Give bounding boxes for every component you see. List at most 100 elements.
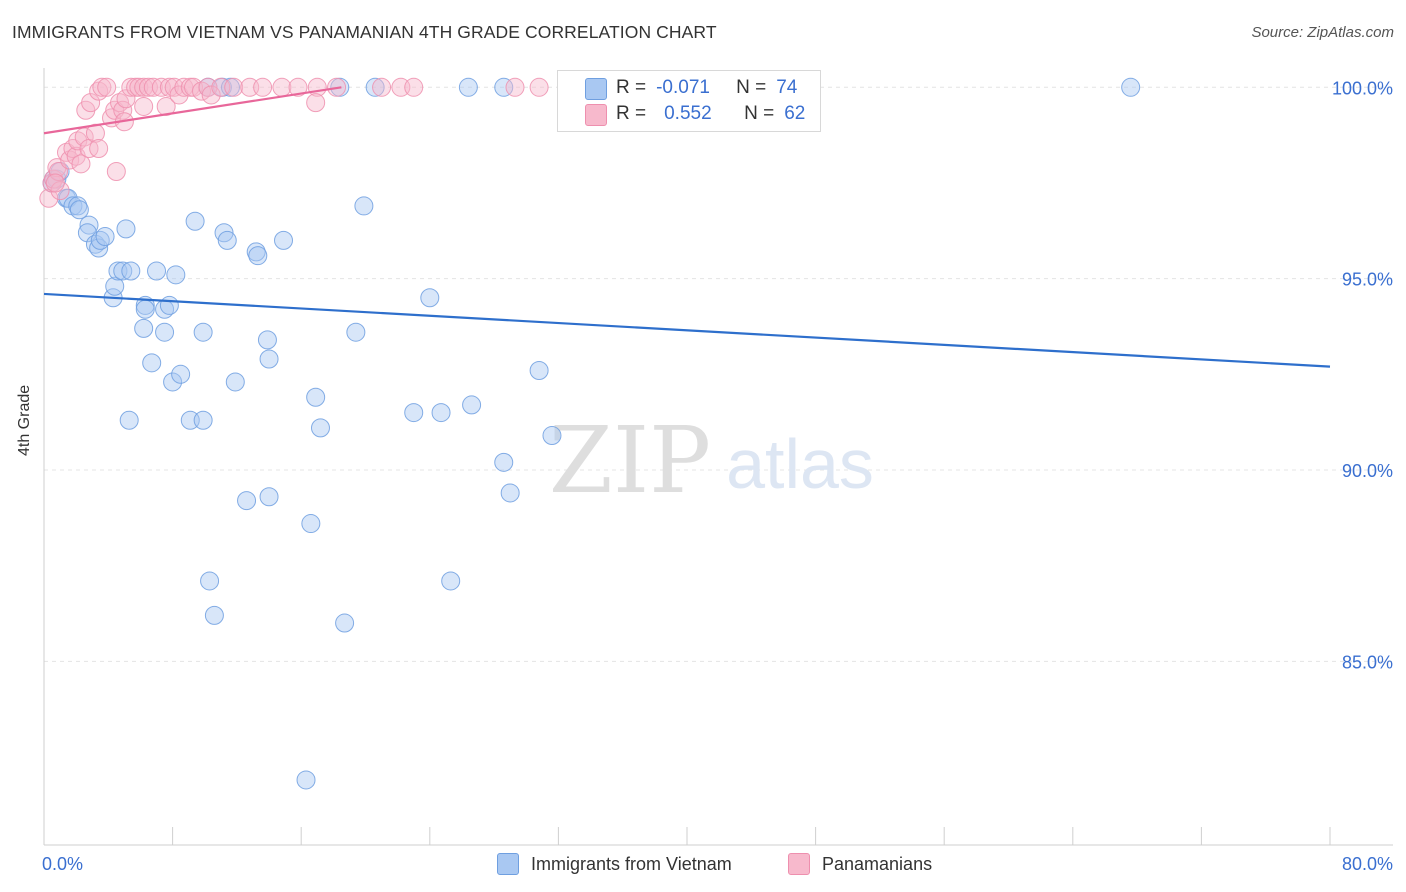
legend-r-label: R =	[616, 103, 647, 124]
y-axis-title: 4th Grade	[16, 384, 33, 456]
legend-row-pink: R = 0.552 N = 62	[616, 101, 805, 127]
blue-data-point	[225, 372, 245, 392]
blue-data-point	[171, 364, 191, 384]
pink-data-point	[272, 77, 292, 97]
chart-title: IMMIGRANTS FROM VIETNAM VS PANAMANIAN 4T…	[12, 22, 717, 42]
watermark-zip: ZIP	[549, 407, 711, 514]
pink-data-point	[97, 77, 117, 97]
pink-data-point	[45, 173, 65, 193]
blue-data-point	[113, 261, 133, 281]
pink-data-point	[372, 77, 392, 97]
pink-data-point	[71, 154, 91, 174]
blue-data-point	[1121, 77, 1141, 97]
legend-swatch-pink	[585, 104, 607, 126]
blue-data-point	[346, 322, 366, 342]
pink-data-point	[404, 77, 424, 97]
y-tick-label: 95.0%	[1342, 270, 1393, 290]
trend-lines	[43, 86, 1331, 368]
blue-data-point	[134, 318, 154, 338]
source-label: Source: ZipAtlas.com	[1251, 24, 1394, 41]
legend-n-value: 74	[776, 77, 798, 98]
blue-data-point	[404, 403, 424, 423]
blue-data-point	[204, 605, 224, 625]
blue-data-point	[458, 77, 478, 97]
pink-data-point	[529, 77, 549, 97]
blue-data-point	[494, 452, 514, 472]
pink-data-point	[81, 93, 101, 113]
pink-data-point	[159, 77, 179, 97]
blue-data-point	[200, 571, 220, 591]
blue-data-point	[217, 230, 237, 250]
pink-data-point	[143, 77, 163, 97]
watermark: ZIP atlas	[549, 407, 874, 514]
pink-data-point	[253, 77, 273, 97]
bottom-legend-pink: Panamanians	[788, 852, 932, 876]
blue-data-point	[237, 491, 257, 511]
y-tick-label: 85.0%	[1342, 652, 1393, 672]
stats-legend: R = -0.071 N = 74 R = 0.552 N = 62	[557, 70, 821, 132]
blue-data-point	[147, 261, 167, 281]
pink-data-point	[224, 77, 244, 97]
x-tick-label: 80.0%	[1342, 854, 1393, 874]
blue-data-point	[155, 322, 175, 342]
blue-data-point	[121, 261, 141, 281]
pink-data-point	[106, 161, 126, 181]
blue-data-point	[306, 387, 326, 407]
blue-data-point	[89, 238, 109, 258]
blue-data-point	[500, 483, 520, 503]
blue-data-point	[79, 215, 99, 235]
blue-data-point	[135, 299, 155, 319]
bottom-legend-label-blue: Immigrants from Vietnam	[531, 853, 732, 874]
pink-data-point	[134, 96, 154, 116]
blue-data-point	[441, 571, 461, 591]
legend-r-label: R =	[616, 77, 647, 98]
blue-data-point	[310, 418, 330, 438]
pink-data-point	[505, 77, 525, 97]
watermark-atlas: atlas	[726, 425, 874, 503]
legend-row-blue: R = -0.071 N = 74	[616, 75, 797, 101]
blue-data-point	[116, 219, 136, 239]
legend-r-value: 0.552	[664, 103, 712, 124]
blue-data-point	[193, 322, 213, 342]
blue-data-point	[163, 372, 183, 392]
grid-lines	[44, 86, 1393, 662]
blue-data-point	[166, 265, 186, 285]
blue-data-point	[193, 410, 213, 430]
pink-data-point	[201, 85, 221, 105]
pink-data-point	[48, 161, 68, 181]
x-tick-label: 0.0%	[42, 854, 83, 874]
pink-data-point	[92, 77, 112, 97]
legend-n-value: 62	[784, 103, 806, 124]
blue-data-point	[142, 353, 162, 373]
blue-data-point	[259, 487, 279, 507]
pink-data-point	[89, 139, 109, 159]
blue-data-point	[119, 410, 139, 430]
blue-data-point	[301, 514, 321, 534]
tick-labels: 100.0% 95.0% 90.0% 85.0% 0.0% 80.0%	[42, 78, 1393, 874]
blue-trend-line	[43, 292, 1331, 368]
legend-r-value: -0.071	[656, 77, 710, 98]
blue-data-point	[95, 227, 115, 247]
legend-swatch-blue	[585, 78, 607, 100]
blue-data-point	[248, 246, 268, 266]
blue-data-point	[494, 77, 514, 97]
blue-data-point	[335, 613, 355, 633]
blue-data-point	[274, 230, 294, 250]
blue-data-point	[529, 360, 549, 380]
blue-data-point	[365, 77, 385, 97]
legend-n-label: N =	[744, 103, 775, 124]
blue-data-point	[259, 349, 279, 369]
blue-data-point	[542, 426, 562, 446]
blue-data-point	[431, 403, 451, 423]
blue-data-point	[185, 211, 205, 231]
legend-n-label: N =	[736, 77, 767, 98]
blue-data-point	[462, 395, 482, 415]
axes	[43, 68, 1393, 846]
bottom-legend-label-pink: Panamanians	[822, 853, 933, 874]
blue-data-point	[69, 200, 89, 220]
blue-data-point	[354, 196, 374, 216]
bottom-legend-swatch-blue	[497, 853, 519, 875]
bottom-legend-swatch-pink	[788, 853, 810, 875]
blue-data-point	[420, 288, 440, 308]
